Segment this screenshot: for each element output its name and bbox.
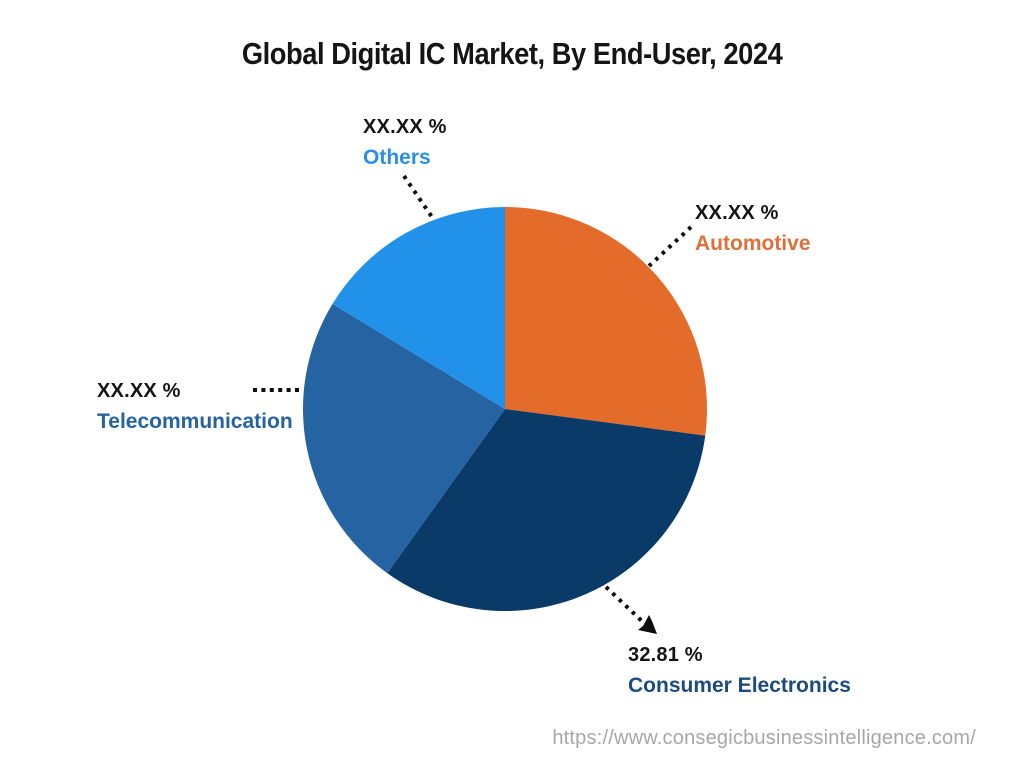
consumer-electronics-label: Consumer Electronics	[628, 674, 851, 697]
arrowhead-icon	[638, 615, 657, 634]
chart-title: Global Digital IC Market, By End-User, 2…	[241, 36, 783, 71]
title-container: Global Digital IC Market, By End-User, 2…	[0, 36, 1024, 72]
telecommunication-value: XX.XX %	[97, 380, 181, 402]
callout-telecommunication: XX.XX % Telecommunication	[97, 380, 293, 434]
others-value: XX.XX %	[363, 116, 447, 138]
leader-line-others	[402, 174, 436, 222]
others-label: Others	[363, 146, 431, 169]
automotive-value: XX.XX %	[695, 202, 779, 224]
callout-consumer-electronics: 32.81 % Consumer Electronics	[628, 644, 851, 698]
consumer-electronics-value: 32.81 %	[628, 644, 703, 666]
leader-line-automotive	[647, 225, 693, 268]
telecommunication-label: Telecommunication	[97, 410, 293, 433]
callout-automotive: XX.XX % Automotive	[695, 202, 811, 256]
callout-others: XX.XX % Others	[363, 116, 447, 170]
pie-slice-telecommunication	[302, 303, 505, 574]
pie-slice-others	[332, 207, 505, 409]
pie-slice-consumer-electronics	[387, 409, 706, 611]
automotive-label: Automotive	[695, 232, 811, 255]
pie-slices-group	[302, 207, 707, 611]
pie-slice-automotive	[505, 207, 707, 436]
watermark-url: https://www.consegicbusinessintelligence…	[552, 727, 976, 749]
leader-line-consumer-electronics	[604, 585, 647, 626]
